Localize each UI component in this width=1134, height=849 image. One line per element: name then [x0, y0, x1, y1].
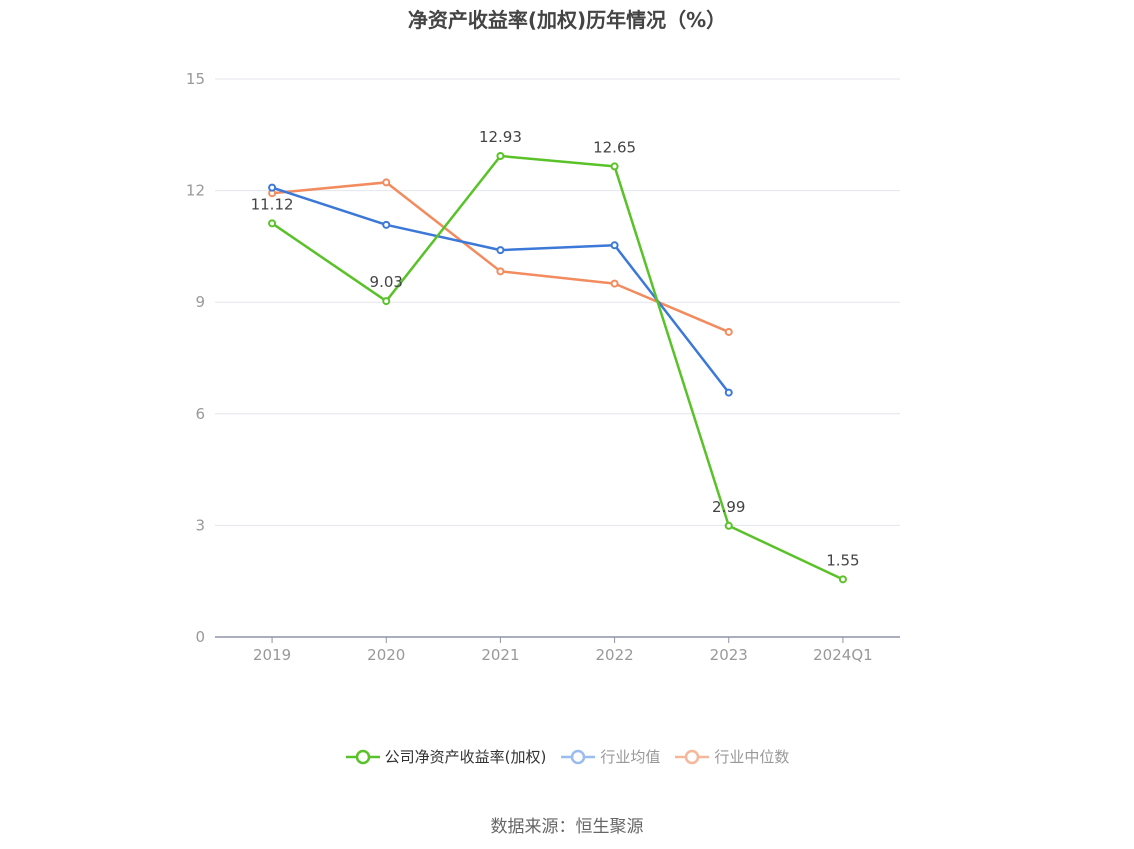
data-label: 11.12 [251, 195, 294, 213]
x-tick-label: 2023 [710, 646, 748, 664]
legend-item-industry-median[interactable]: 行业中位数 [674, 746, 789, 767]
data-label: 1.55 [826, 551, 859, 569]
y-tick-label: 9 [195, 293, 205, 311]
data-point [268, 219, 277, 228]
data-point [610, 162, 619, 171]
legend-marker-industry-mean [561, 749, 596, 764]
legend-item-company-roe[interactable]: 公司净资产收益率(加权) [345, 746, 547, 767]
series-line-1 [271, 186, 730, 394]
x-tick-label: 2022 [595, 646, 633, 664]
data-point [496, 267, 505, 276]
data-point [610, 241, 619, 250]
data-point [838, 575, 847, 584]
legend-label-industry-mean: 行业均值 [600, 748, 661, 766]
legend-label-company-roe: 公司净资产收益率(加权) [384, 748, 547, 766]
data-source: 数据来源：恒生聚源 [490, 817, 644, 837]
series-line-0 [271, 154, 844, 581]
y-tick-label: 0 [195, 628, 205, 646]
x-tick-label: 2020 [367, 646, 405, 664]
y-tick-label: 12 [186, 182, 205, 200]
data-label: 12.65 [593, 138, 636, 156]
data-point [496, 152, 505, 161]
data-label: 9.03 [370, 273, 403, 291]
data-point [724, 388, 733, 397]
legend-label-industry-median: 行业中位数 [714, 748, 790, 766]
data-point [724, 327, 733, 336]
y-tick-label: 15 [186, 70, 205, 88]
data-point [496, 246, 505, 255]
x-tick-label: 2024Q1 [813, 646, 873, 664]
legend-item-industry-mean[interactable]: 行业均值 [560, 746, 660, 767]
data-label: 2.99 [712, 498, 745, 516]
data-label: 12.93 [479, 128, 522, 146]
x-tick-label: 2019 [253, 646, 291, 664]
legend-marker-company-roe [345, 749, 380, 764]
data-point [724, 521, 733, 530]
data-point [268, 183, 277, 192]
data-point [610, 279, 619, 288]
legend-marker-industry-median [675, 749, 710, 764]
data-point [382, 220, 391, 229]
chart-title: 净资产收益率(加权)历年情况（%） [407, 8, 727, 32]
y-tick-label: 6 [195, 405, 205, 423]
data-point [382, 297, 391, 306]
line-chart: 0 3 6 9 12 15 2019 2020 2021 2022 2023 2024Q1 11.12 9… [186, 70, 900, 664]
x-tick-label: 2021 [481, 646, 519, 664]
data-point [382, 178, 391, 187]
legend: 公司净资产收益率(加权) 行业均值 行业中位数 [0, 746, 1134, 767]
y-tick-label: 3 [195, 516, 205, 534]
